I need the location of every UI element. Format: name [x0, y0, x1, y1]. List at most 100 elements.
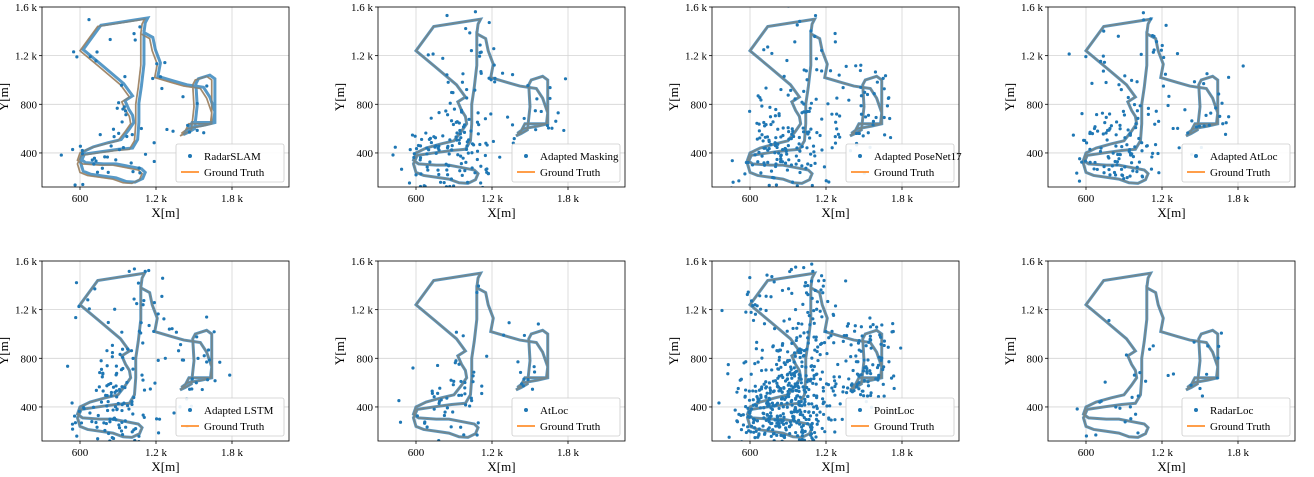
estimate-point [449, 378, 453, 382]
estimate-point [735, 420, 740, 424]
estimate-point [124, 425, 128, 429]
estimate-point [814, 404, 819, 408]
estimate-point [562, 128, 566, 133]
estimate-point [228, 373, 232, 377]
estimate-point [437, 439, 441, 441]
estimate-point [768, 397, 772, 401]
estimate-point [71, 147, 75, 152]
estimate-point [536, 322, 540, 326]
estimate-point [774, 188, 777, 191]
estimate-point [449, 425, 453, 429]
trajectory-overlap [412, 271, 549, 439]
estimate-point [133, 438, 137, 441]
y-tick-label: 1.6 k [351, 2, 374, 14]
estimate-point [460, 173, 464, 178]
estimate-point [799, 444, 802, 447]
estimate-point [739, 428, 744, 432]
estimate-point [445, 168, 449, 172]
estimate-point [444, 185, 449, 187]
estimate-point [801, 302, 805, 306]
estimate-point [866, 384, 871, 388]
estimate-point [460, 80, 465, 84]
estimate-point [1220, 101, 1224, 105]
estimate-point [471, 143, 476, 147]
estimate-point [121, 145, 126, 150]
estimate-point [1129, 417, 1133, 421]
legend: Adapted Masking Ground Truth [511, 143, 621, 183]
estimate-point [860, 334, 864, 338]
estimate-point [123, 109, 128, 113]
estimate-point [800, 322, 804, 326]
estimate-point [441, 134, 445, 138]
estimate-point [427, 137, 432, 142]
estimate-point [1162, 55, 1166, 60]
estimate-point [788, 370, 792, 375]
estimate-point [78, 144, 82, 148]
estimate-point [1084, 55, 1088, 59]
estimate-point [1153, 143, 1158, 147]
estimate-point [134, 427, 138, 431]
estimate-point [795, 336, 799, 340]
estimate-point [852, 389, 856, 393]
estimate-point [526, 378, 530, 382]
estimate-point [534, 128, 538, 132]
estimate-point [825, 404, 829, 408]
estimate-point [837, 73, 841, 77]
estimate-point [846, 322, 850, 326]
estimate-point [109, 381, 113, 386]
y-axis-label: Y[m] [0, 83, 11, 111]
x-tick-label: 1.8 k [891, 447, 914, 459]
estimate-point [821, 442, 824, 445]
estimate-point [414, 147, 419, 151]
estimate-point [814, 57, 819, 61]
estimate-point [769, 295, 773, 299]
estimate-point [762, 322, 767, 326]
estimate-point [814, 382, 818, 386]
estimate-point [869, 338, 873, 342]
estimate-point [769, 411, 773, 415]
estimate-point [832, 375, 836, 379]
estimate-point [151, 76, 155, 81]
estimate-point [882, 115, 886, 120]
estimate-point [1093, 160, 1097, 165]
estimate-point [106, 400, 110, 404]
estimate-point [1140, 196, 1143, 199]
estimate-point [790, 291, 794, 295]
estimate-point [469, 129, 473, 133]
estimate-point [120, 347, 125, 351]
estimate-point [455, 131, 459, 135]
estimate-point [776, 127, 780, 131]
estimate-point [79, 421, 84, 425]
estimate-point [522, 116, 526, 121]
estimate-point [131, 188, 134, 191]
estimate-point [120, 330, 124, 334]
trajectory-overlap [746, 17, 883, 185]
estimate-point [764, 394, 768, 398]
estimate-point [809, 29, 813, 33]
estimate-point [530, 387, 535, 391]
estimate-point [152, 329, 156, 334]
estimate-point [773, 164, 778, 169]
estimate-point [435, 363, 440, 368]
estimate-point [472, 443, 475, 446]
estimate-point [132, 297, 136, 301]
estimate-point [730, 159, 734, 163]
estimate-point [753, 426, 757, 430]
estimate-point [1227, 75, 1231, 79]
estimate-point [862, 378, 867, 383]
estimate-point [769, 122, 773, 127]
estimate-point [1167, 94, 1171, 98]
estimate-point [212, 330, 216, 334]
estimate-point [782, 319, 786, 323]
estimate-point [522, 377, 526, 381]
estimate-point [458, 132, 462, 136]
estimate-point [1128, 405, 1132, 409]
estimate-point [798, 170, 802, 175]
estimate-point [418, 156, 423, 160]
legend-label-ground-truth: Ground Truth [540, 167, 601, 179]
estimate-point [771, 455, 774, 458]
estimate-point [882, 343, 886, 348]
estimate-point [206, 348, 211, 352]
estimate-point [1118, 127, 1122, 131]
estimate-point [1171, 372, 1176, 376]
